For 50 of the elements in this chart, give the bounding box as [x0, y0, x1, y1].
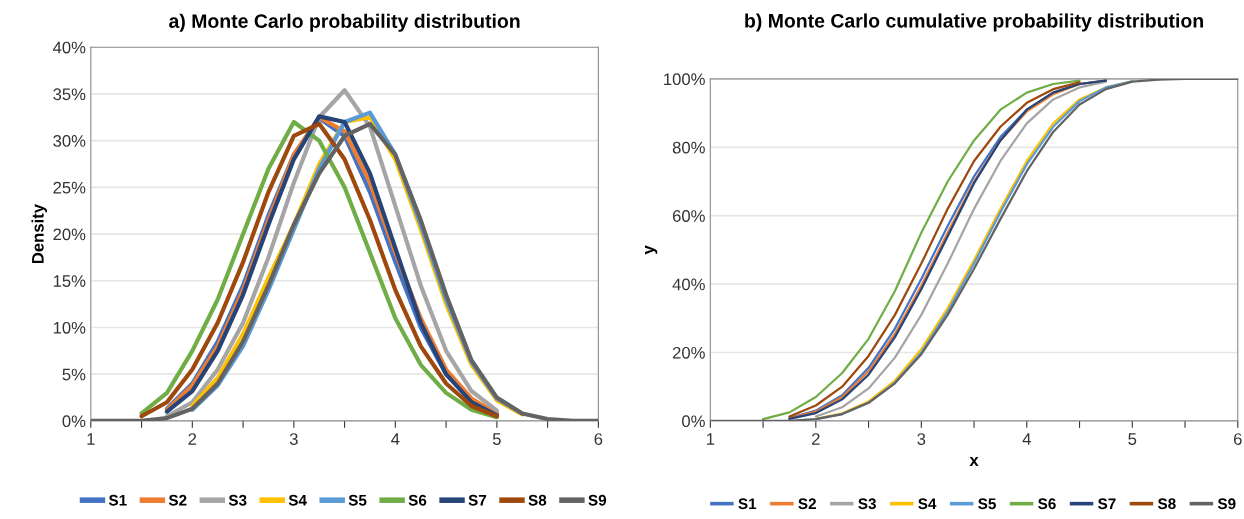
legend-label: S1 [108, 494, 127, 506]
x-tick-label: 3 [289, 433, 298, 445]
x-tick-label: 4 [391, 433, 400, 445]
legend-label: S8 [528, 494, 547, 506]
y-axis-title: Density [31, 204, 48, 264]
legend-label: S3 [228, 494, 247, 506]
y-tick-label: 20% [672, 346, 705, 359]
legend-label: S9 [1217, 498, 1236, 510]
x-tick-label: 6 [594, 433, 603, 445]
legend-label: S6 [1038, 498, 1056, 510]
y-tick-label: 5% [62, 368, 86, 381]
y-tick-label: 10% [53, 321, 86, 334]
x-tick-label: 2 [812, 433, 820, 445]
x-tick-label: 1 [87, 433, 95, 445]
chart-title: b) Monte Carlo cumulative probability distribution [745, 13, 1203, 32]
y-tick-label: 35% [53, 88, 86, 101]
x-tick-label: 2 [188, 433, 197, 445]
legend-label: S4 [918, 498, 937, 510]
x-tick-label: 1 [706, 433, 715, 445]
x-tick-label: 5 [492, 433, 501, 445]
x-axis-title: x [969, 457, 979, 466]
legend-label: S9 [588, 494, 607, 506]
y-tick-label: 40% [52, 41, 86, 54]
legend-label: S2 [168, 494, 187, 506]
y-axis-title: y [645, 245, 658, 255]
legend-label: S6 [408, 494, 427, 506]
chart-title: a) Monte Carlo probability distribution [169, 13, 520, 32]
y-tick-label: 25% [53, 181, 86, 194]
y-tick-label: 0% [62, 415, 86, 428]
legend-label: S2 [798, 498, 816, 510]
legend-label: S4 [288, 494, 307, 506]
legend-label: S7 [468, 494, 487, 506]
legend-label: S7 [1098, 498, 1116, 510]
x-tick-label: 6 [1233, 433, 1242, 445]
y-tick-label: 100% [664, 73, 705, 86]
y-tick-label: 80% [672, 141, 705, 154]
legend-label: S5 [978, 498, 996, 510]
y-tick-label: 40% [672, 278, 705, 291]
legend-label: S8 [1157, 498, 1176, 510]
x-tick-label: 3 [917, 433, 926, 445]
x-tick-label: 4 [1022, 433, 1031, 445]
legend-label: S5 [348, 494, 367, 506]
legend-label: S1 [738, 498, 757, 510]
legend-label: S3 [858, 498, 876, 510]
y-tick-label: 60% [672, 210, 705, 222]
y-tick-label: 20% [53, 228, 86, 241]
y-tick-label: 0% [682, 415, 705, 428]
y-tick-label: 30% [53, 135, 86, 147]
y-tick-label: 15% [53, 275, 86, 287]
x-tick-label: 5 [1128, 433, 1137, 445]
